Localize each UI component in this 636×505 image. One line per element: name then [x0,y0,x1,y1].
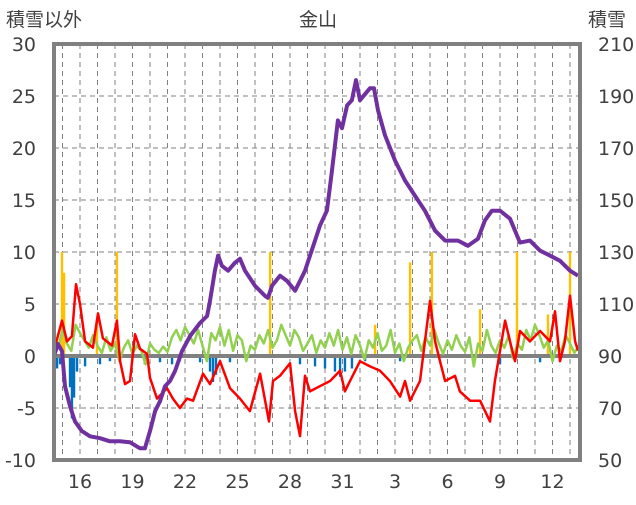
y-left-tick-label: 5 [24,294,36,316]
lines-layer [52,78,580,451]
y-right-tick-label: 90 [598,346,622,368]
yellow-bar [60,252,64,356]
bars-layer [55,252,572,419]
blue-bar [72,356,76,398]
x-tick-label: 19 [120,471,144,493]
gridlines [54,44,580,460]
blue-bar [198,356,202,363]
right-axis-label: 積雪 [588,9,626,31]
x-tick-label: 31 [330,471,354,493]
plot-frame [52,42,582,462]
y-left-tick-label: 20 [12,138,36,160]
x-tick-label: 25 [225,471,249,493]
y-right-tick-label: 110 [598,294,634,316]
y-right-tick-label: 150 [598,190,634,212]
x-tick-label: 28 [278,471,302,493]
y-right-tick-label: 190 [598,86,634,108]
y-left-tick-label: 15 [12,190,36,212]
blue-bar [323,356,327,369]
y-left-tick-label: 30 [12,34,36,56]
blue-bar [298,356,302,365]
blue-bar [214,356,218,375]
yellow-bar [430,252,434,356]
blue-bar [75,356,79,372]
blue-bar [538,356,542,363]
yellow-bar [62,272,66,356]
left-axis-label: 積雪以外 [6,9,82,31]
y-left-tick-label: -10 [5,450,36,472]
blue-bar [498,356,502,365]
y-right-tick-label: 50 [598,450,622,472]
y-right-tick-label: 210 [598,34,634,56]
yellow-bar [95,319,99,356]
blue-bar [98,356,102,365]
y-right-tick-label: 70 [598,398,622,420]
blue-bar [333,356,337,372]
snow-depth-line [52,78,580,451]
blue-bar [343,356,347,372]
yellow-bar [515,252,519,356]
blue-bar [108,356,112,362]
blue-bar [350,356,354,369]
y-right-tick-label: 130 [598,242,634,264]
y-left-tick-label: -5 [17,398,36,420]
y-right-tick-label: 170 [598,138,634,160]
blue-bar [170,356,174,365]
yellow-bar [546,314,550,356]
y-left-tick-label: 0 [24,346,36,368]
blue-bar [338,356,342,377]
blue-bar [58,356,62,365]
tick-labels: -10 50 -5 70 0 90 5 110 10 130 15 150 20 170 25 190 30 21… [5,34,634,493]
blue-bar [68,356,72,388]
yellow-bar [408,262,412,356]
blue-bar [313,356,317,367]
blue-bar [398,356,402,362]
yellow-bar [478,309,482,356]
x-tick-label: 3 [389,471,401,493]
x-tick-label: 12 [540,471,564,493]
y-left-tick-label: 10 [12,242,36,264]
red-line [52,282,580,438]
yellow-bar [115,252,119,356]
x-tick-label: 22 [173,471,197,493]
blue-bar [228,356,232,363]
x-tick-label: 16 [68,471,92,493]
yellow-bar [268,252,272,356]
blue-bar [55,356,59,369]
blue-bar [83,356,87,367]
x-tick-label: 6 [441,471,453,493]
blue-bar [158,356,162,363]
chart-title: 金山 [299,9,337,31]
y-left-tick-label: 25 [12,86,36,108]
blue-bar [211,356,215,382]
x-tick-label: 9 [494,471,506,493]
blue-bar [208,356,212,372]
blue-bar [70,356,74,419]
plot-border [52,42,582,462]
